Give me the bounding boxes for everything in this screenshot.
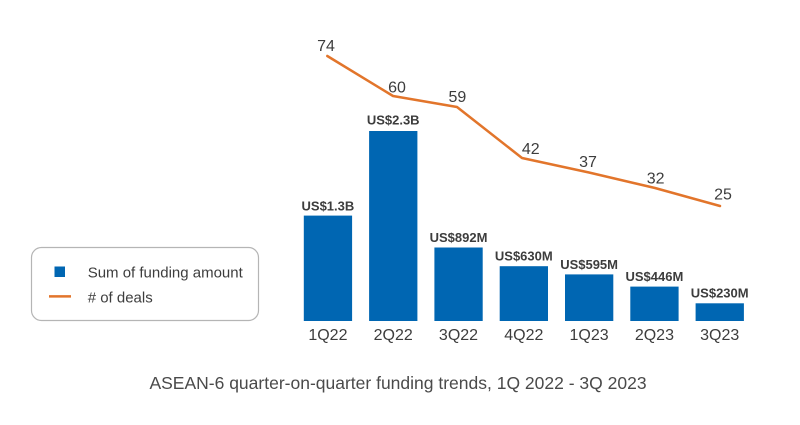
svg-text:42: 42 — [522, 141, 540, 158]
svg-text:US$595M: US$595M — [560, 257, 618, 272]
svg-text:1Q22: 1Q22 — [308, 327, 347, 344]
svg-text:2Q22: 2Q22 — [374, 327, 413, 344]
svg-text:# of deals: # of deals — [88, 290, 153, 307]
svg-text:37: 37 — [579, 154, 597, 171]
svg-text:US$1.3B: US$1.3B — [302, 199, 355, 214]
svg-text:US$2.3B: US$2.3B — [367, 113, 420, 128]
svg-text:3Q22: 3Q22 — [439, 327, 478, 344]
svg-text:US$892M: US$892M — [430, 230, 488, 245]
svg-text:US$446M: US$446M — [625, 269, 683, 284]
svg-text:Sum of funding amount: Sum of funding amount — [88, 265, 244, 282]
svg-text:3Q23: 3Q23 — [700, 327, 739, 344]
svg-text:US$230M: US$230M — [691, 286, 749, 301]
svg-text:ASEAN-6 quarter-on-quarter fun: ASEAN-6 quarter-on-quarter funding trend… — [149, 373, 646, 393]
svg-text:32: 32 — [647, 170, 665, 187]
svg-text:1Q23: 1Q23 — [570, 327, 609, 344]
svg-text:25: 25 — [714, 187, 732, 204]
svg-text:US$630M: US$630M — [495, 249, 553, 264]
svg-text:4Q22: 4Q22 — [504, 327, 543, 344]
svg-text:2Q23: 2Q23 — [635, 327, 674, 344]
svg-text:60: 60 — [388, 79, 406, 96]
svg-text:59: 59 — [449, 89, 467, 106]
svg-text:74: 74 — [317, 38, 335, 55]
